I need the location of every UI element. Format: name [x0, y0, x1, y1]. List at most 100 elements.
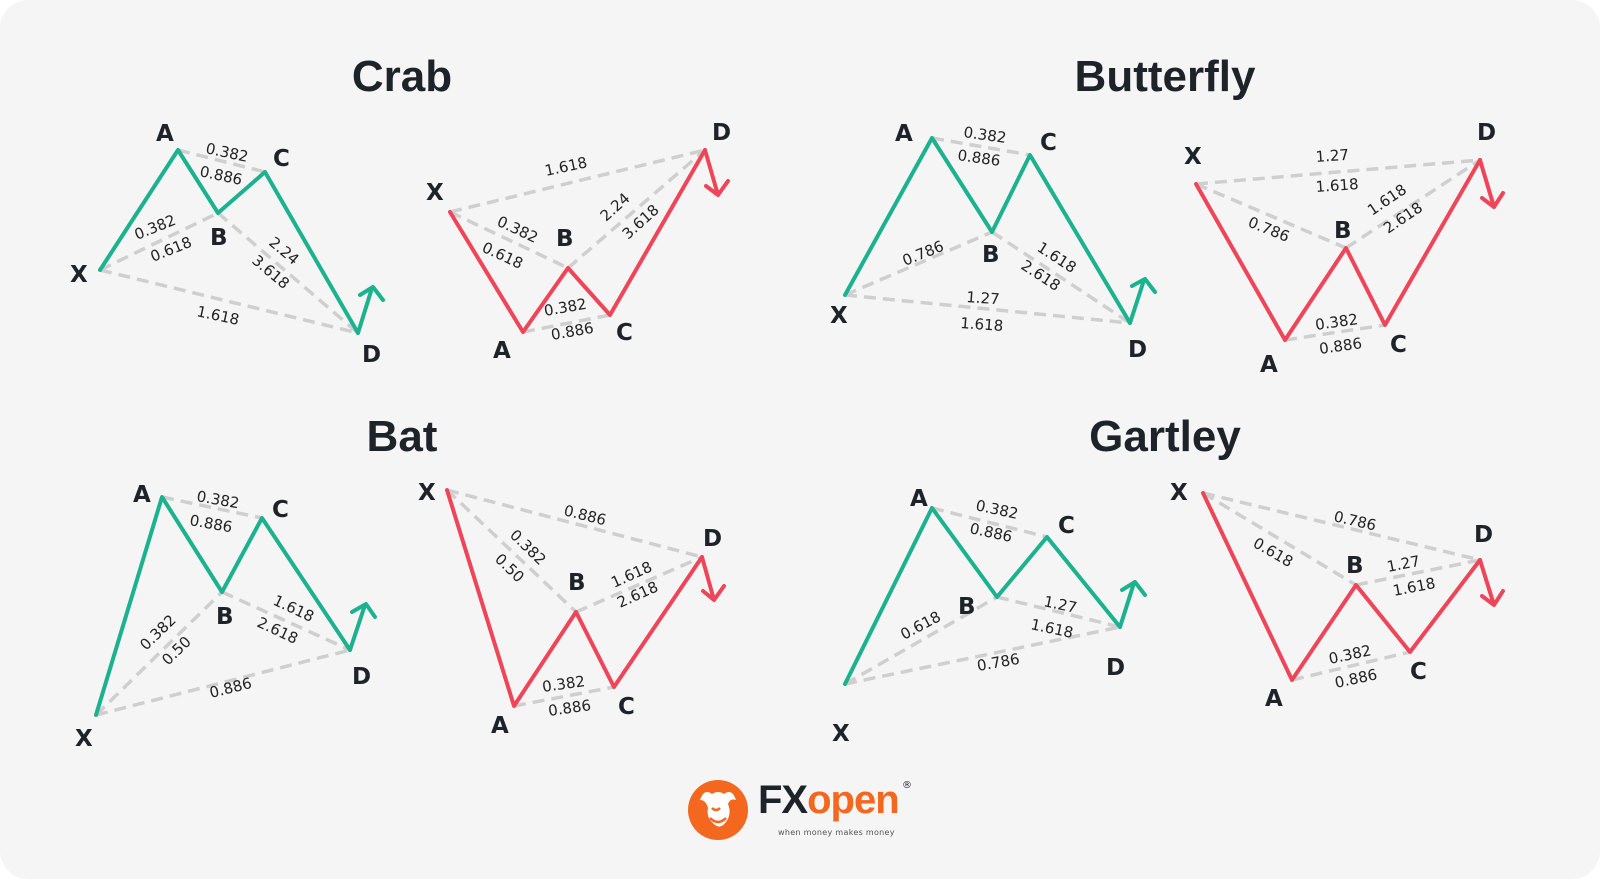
- gartley-bear-point-d: D: [1474, 522, 1493, 548]
- bat-bull-point-a: A: [133, 482, 151, 508]
- gartley-bull-point-x: X: [832, 721, 850, 747]
- bat-bull-ratio: 0.886: [208, 674, 254, 702]
- gartley-bull-ac-line: [931, 506, 1048, 539]
- gartley-bearish-pattern: X A B C D 0.786 0.618 1.27 1.618 0.382 0…: [1170, 480, 1505, 712]
- butterfly-bear-ac-line: [1284, 323, 1386, 342]
- bat-bull-ratio: 0.382: [195, 487, 240, 512]
- butterfly-bull-ratio: 1.618: [960, 314, 1004, 335]
- butterfly-bull-xb-line: [844, 230, 993, 297]
- crab-bear-point-a: A: [493, 338, 511, 364]
- bat-bullish-pattern: X A B C D 0.382 0.886 0.382 0.50 1.618 2…: [75, 482, 377, 752]
- logo-word-fx: FX: [758, 778, 808, 822]
- bat-bull-bd-line: [221, 590, 351, 652]
- butterfly-bear-point-b: B: [1334, 218, 1352, 244]
- crab-bull-bd-line: [216, 211, 360, 335]
- butterfly-bull-bd-line: [991, 230, 1131, 325]
- butterfly-bearish-pattern: X A B C D 1.27 1.618 0.786 1.618 2.618 0…: [1184, 120, 1505, 378]
- gartley-bear-bd-line: [1355, 558, 1481, 587]
- butterfly-bear-ratio: 1.27: [1315, 146, 1350, 166]
- logo-registered-mark: ®: [902, 780, 912, 791]
- bat-bear-point-b: B: [568, 570, 586, 596]
- title-gartley: Gartley: [1089, 412, 1241, 461]
- gartley-bear-ratio: 0.382: [1327, 641, 1373, 668]
- gartley-bear-zigzag: [1201, 491, 1482, 682]
- crab-bear-xb-line: [449, 210, 569, 270]
- crab-bear-point-c: C: [616, 320, 633, 346]
- butterfly-bull-xd-line: [844, 293, 1131, 325]
- crab-bear-ratio: 0.886: [550, 319, 595, 344]
- bull-head-icon: [688, 780, 748, 840]
- bat-bear-bd-line: [575, 555, 703, 614]
- gartley-bear-xd-line: [1202, 491, 1481, 562]
- butterfly-bear-ratio: 0.382: [1314, 310, 1359, 334]
- crab-bull-up-arrow-icon: [356, 285, 385, 335]
- butterfly-bull-point-b: B: [982, 242, 1000, 268]
- crab-bull-point-d: D: [362, 342, 381, 368]
- bat-bearish-pattern: X A B C D 0.886 0.382 0.50 1.618 2.618 0…: [418, 480, 726, 739]
- crab-bullish-pattern: X A B C D 0.382 0.618 0.382 0.886 2.24 3…: [70, 121, 385, 368]
- butterfly-bear-bd-line: [1345, 158, 1481, 250]
- bat-bull-ac-line: [161, 495, 263, 520]
- bat-bear-xb-line: [445, 488, 578, 614]
- butterfly-bull-zigzag: [843, 136, 1132, 325]
- butterfly-bull-up-arrow-icon: [1128, 277, 1157, 325]
- crab-bear-ratio: 0.382: [494, 212, 541, 246]
- butterfly-bull-point-d: D: [1128, 337, 1147, 363]
- bat-bull-point-d: D: [352, 664, 371, 690]
- logo-tagline: when money makes money: [778, 828, 895, 837]
- bat-bear-down-arrow-icon: [700, 555, 726, 602]
- crab-bear-point-b: B: [556, 226, 574, 252]
- gartley-bull-ratio: 0.886: [968, 519, 1014, 546]
- crab-bull-ac-line: [177, 148, 266, 174]
- bat-bear-point-d: D: [703, 526, 722, 552]
- crab-bull-ratio: 1.618: [195, 302, 241, 329]
- bat-bull-up-arrow-icon: [348, 602, 377, 652]
- gartley-bull-ratio: 1.618: [1029, 615, 1075, 642]
- crab-bear-ratio: 0.382: [543, 295, 588, 320]
- logo-word-open: open: [807, 778, 900, 822]
- bat-bull-point-c: C: [272, 497, 289, 523]
- gartley-bullish-pattern: X A B C D 0.382 0.886 0.618 1.27 1.618 0…: [832, 486, 1147, 747]
- butterfly-bear-point-c: C: [1390, 332, 1407, 358]
- crab-bull-point-x: X: [70, 262, 88, 288]
- crab-bear-bd-line: [566, 148, 707, 270]
- title-butterfly: Butterfly: [1074, 52, 1256, 101]
- butterfly-bull-ratio: 0.786: [900, 237, 947, 270]
- title-bat: Bat: [366, 412, 438, 461]
- logo-wordmark: FXopen: [758, 778, 900, 823]
- gartley-bull-point-c: C: [1058, 513, 1075, 539]
- gartley-bull-bd-line: [996, 595, 1121, 629]
- bat-bear-ratio: 0.50: [491, 550, 528, 586]
- gartley-bear-point-b: B: [1346, 553, 1364, 579]
- bat-bull-ratio: 0.886: [188, 511, 233, 536]
- gartley-bull-point-b: B: [958, 594, 976, 620]
- butterfly-bear-point-a: A: [1260, 352, 1278, 378]
- crab-bearish-pattern: X A B C D 1.618 0.382 0.618 2.24 3.618 0…: [426, 120, 731, 364]
- crab-bull-ratio: 0.382: [204, 139, 250, 166]
- gartley-bear-ac-line: [1291, 650, 1411, 682]
- butterfly-bear-point-x: X: [1184, 144, 1202, 170]
- crab-bull-point-c: C: [273, 146, 290, 172]
- bat-bull-point-b: B: [216, 604, 234, 630]
- crab-bear-ratio: 1.618: [543, 153, 589, 180]
- gartley-bear-down-arrow-icon: [1478, 558, 1505, 607]
- fxopen-logo: FXopen ® when money makes money: [686, 776, 926, 846]
- butterfly-bullish-pattern: X A B C D 0.382 0.886 0.786 1.618 2.618 …: [830, 121, 1157, 363]
- bat-bear-point-x: X: [418, 480, 436, 506]
- crab-bull-zigzag: [98, 148, 360, 335]
- bat-bull-xb-line: [94, 590, 224, 717]
- title-crab: Crab: [351, 52, 453, 101]
- gartley-bull-ratio: 0.618: [897, 607, 943, 643]
- gartley-bull-point-a: A: [910, 486, 928, 512]
- gartley-bear-point-c: C: [1410, 659, 1427, 685]
- gartley-bull-ratio: 0.382: [974, 496, 1020, 523]
- gartley-bull-ratio: 0.786: [976, 650, 1021, 675]
- crab-bear-point-d: D: [712, 120, 731, 146]
- gartley-bull-ratio: 1.27: [1042, 592, 1078, 617]
- bat-bear-point-c: C: [618, 694, 635, 720]
- crab-bear-ratio: 2.24: [597, 189, 634, 225]
- butterfly-bear-down-arrow-icon: [1478, 158, 1505, 209]
- crab-bear-zigzag: [448, 148, 707, 334]
